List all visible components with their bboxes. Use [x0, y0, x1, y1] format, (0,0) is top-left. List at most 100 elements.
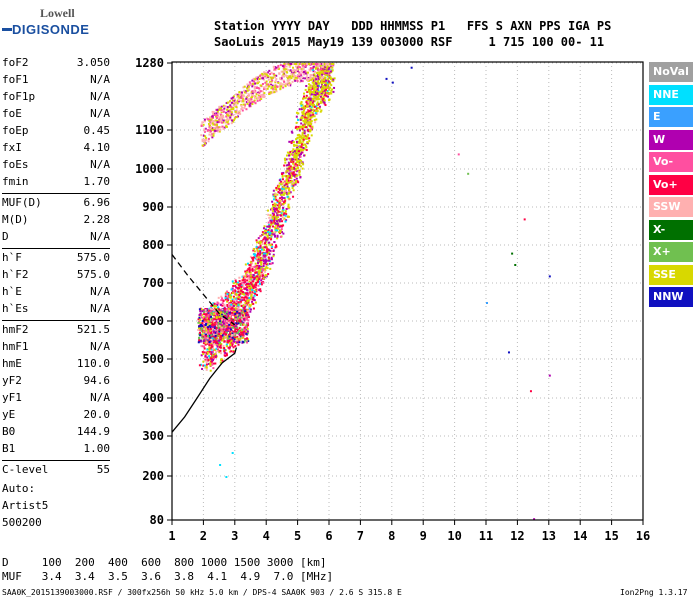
- echo-dot: [256, 92, 259, 95]
- scattered-echo: [231, 452, 234, 454]
- echo-dot: [282, 171, 285, 174]
- echo-dot: [297, 75, 300, 78]
- echo-dot: [283, 212, 286, 215]
- echo-dot: [244, 293, 247, 296]
- echo-dot: [297, 112, 300, 115]
- param-name: yF2: [2, 374, 22, 387]
- chart-curves: [171, 254, 238, 433]
- echo-dot: [257, 267, 260, 270]
- echo-dot: [297, 181, 300, 184]
- echo-dot: [276, 204, 279, 207]
- echo-dot: [257, 256, 260, 259]
- echo-dot: [310, 106, 313, 109]
- echo-dot: [203, 143, 206, 146]
- echo-dot: [247, 319, 250, 322]
- echo-dot: [319, 110, 322, 113]
- echo-dot: [264, 246, 267, 249]
- echo-dot: [283, 190, 286, 193]
- echo-dot: [298, 150, 301, 153]
- echo-dot: [269, 219, 272, 222]
- echo-dot: [281, 216, 284, 219]
- echo-dot: [330, 63, 333, 65]
- echo-dot: [239, 333, 242, 336]
- echo-dot: [244, 301, 247, 304]
- echo-dot: [260, 248, 263, 251]
- echo-dot: [323, 80, 326, 83]
- echo-dot: [252, 249, 255, 252]
- echo-dot: [199, 312, 202, 315]
- echo-dot: [222, 345, 225, 348]
- echo-dot: [218, 314, 221, 317]
- echo-dot: [252, 253, 255, 256]
- param-name: foF2: [2, 56, 29, 69]
- param-name: h`Es: [2, 302, 29, 315]
- echo-dot: [241, 292, 244, 295]
- echo-dot: [201, 319, 204, 322]
- echo-dot: [254, 301, 257, 304]
- echo-dot: [260, 283, 263, 286]
- echo-dot: [216, 301, 219, 304]
- echo-dot: [301, 76, 304, 79]
- echo-dot: [276, 220, 279, 223]
- echo-dot: [278, 189, 281, 192]
- echo-dot: [268, 259, 271, 262]
- echo-dot: [231, 309, 234, 312]
- echo-dot: [241, 336, 244, 339]
- echo-dot: [279, 82, 282, 85]
- echo-dot: [237, 307, 240, 310]
- echo-dot: [220, 295, 223, 298]
- echo-dot: [272, 205, 275, 208]
- echo-dot: [210, 116, 213, 119]
- x-tick-label: 8: [388, 529, 395, 543]
- echo-dot: [245, 296, 248, 299]
- echo-dot: [208, 313, 211, 316]
- echo-dot: [209, 124, 212, 127]
- echo-dot: [240, 304, 243, 307]
- echo-dot: [211, 313, 214, 316]
- echo-dot: [240, 104, 243, 107]
- echo-dot: [324, 69, 327, 72]
- echo-dot: [212, 333, 215, 336]
- echo-dot: [286, 68, 289, 71]
- echo-dot: [235, 326, 238, 329]
- param-value: N/A: [90, 107, 110, 120]
- echo-dot: [271, 245, 274, 248]
- echo-dot: [260, 84, 263, 87]
- echo-dot: [280, 224, 283, 227]
- echo-dot: [230, 328, 233, 331]
- echo-dot: [309, 125, 312, 128]
- param-value: N/A: [90, 73, 110, 86]
- echo-dot: [242, 323, 245, 326]
- echo-dot: [200, 323, 203, 326]
- echo-dot: [232, 282, 235, 285]
- echo-dot: [311, 128, 314, 131]
- echo-dot: [303, 113, 306, 116]
- echo-dot: [331, 88, 334, 91]
- echo-dot: [235, 104, 238, 107]
- echo-dot: [284, 69, 287, 72]
- echo-dot: [201, 333, 204, 336]
- echo-dot: [247, 299, 250, 302]
- echo-dot: [252, 100, 255, 103]
- echo-dot: [284, 161, 287, 164]
- echo-dot: [316, 101, 319, 104]
- echo-dot: [249, 284, 252, 287]
- echo-dot: [218, 346, 221, 349]
- echo-dot: [219, 126, 222, 129]
- echo-dot: [324, 92, 327, 95]
- echo-dot: [230, 106, 233, 109]
- echo-dot: [302, 92, 305, 95]
- echo-dot: [309, 95, 312, 98]
- echo-dot: [309, 128, 312, 131]
- echo-dot: [205, 368, 208, 371]
- echo-dot: [309, 114, 312, 117]
- echo-dot: [265, 275, 268, 278]
- echo-dot: [235, 308, 238, 311]
- echo-dot: [311, 125, 314, 128]
- echo-dot: [312, 113, 315, 116]
- echo-dot: [209, 329, 212, 332]
- echo-dot: [241, 280, 244, 283]
- echo-dot: [241, 331, 244, 334]
- echo-dot: [274, 193, 277, 196]
- echo-dot: [237, 298, 240, 301]
